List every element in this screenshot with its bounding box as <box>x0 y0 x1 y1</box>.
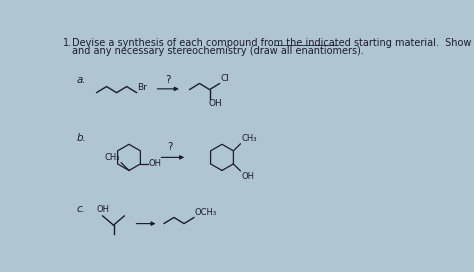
Text: Br: Br <box>137 83 147 92</box>
Text: OH: OH <box>208 99 222 108</box>
Text: OH: OH <box>149 159 162 168</box>
Text: and any necessary stereochemistry (draw all enantiomers).: and any necessary stereochemistry (draw … <box>72 47 364 57</box>
Text: 1.: 1. <box>63 38 72 48</box>
Text: ?: ? <box>165 75 171 85</box>
Text: c.: c. <box>76 204 85 214</box>
Text: ?: ? <box>167 142 173 152</box>
Text: OH: OH <box>96 205 109 214</box>
Text: a.: a. <box>76 75 86 85</box>
Text: CH₃: CH₃ <box>104 153 120 162</box>
Text: Devise a synthesis of each compound from the indicated starting material.  Show : Devise a synthesis of each compound from… <box>72 38 474 48</box>
Text: OH: OH <box>241 172 254 181</box>
Text: b.: b. <box>76 133 86 143</box>
Text: Cl: Cl <box>220 74 229 83</box>
Text: CH₃: CH₃ <box>241 134 256 143</box>
Text: OCH₃: OCH₃ <box>195 208 217 217</box>
